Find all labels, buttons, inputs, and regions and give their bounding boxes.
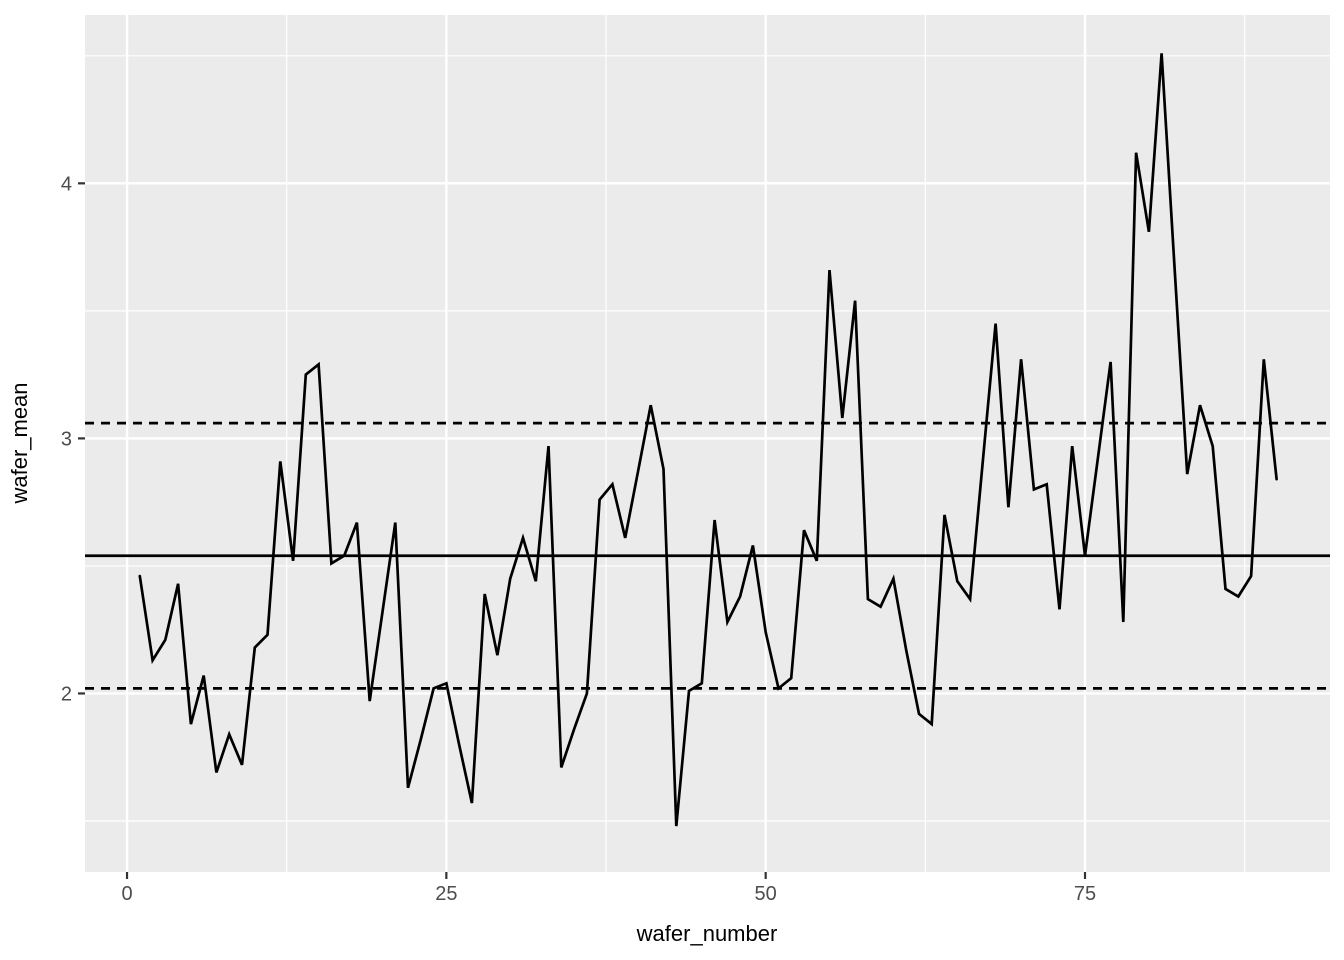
x-tick-label: 0 [121, 883, 132, 905]
x-tick-label: 50 [755, 883, 777, 905]
y-tick-label: 2 [61, 683, 72, 705]
gridlines-minor [85, 15, 1330, 872]
axis-tick-labels: 0 25 50 75 2 3 4 [61, 173, 1096, 905]
plot-panel [85, 15, 1330, 872]
gridlines-major [85, 15, 1330, 872]
y-axis-title: wafer_mean [7, 382, 32, 504]
axis-tick-marks [78, 182, 1087, 879]
y-tick-label: 4 [61, 173, 72, 195]
data-line [138, 53, 1278, 827]
x-tick-label: 25 [435, 883, 457, 905]
x-tick-label: 75 [1074, 883, 1096, 905]
x-axis-title: wafer_number [636, 921, 778, 946]
y-tick-label: 3 [61, 428, 72, 450]
